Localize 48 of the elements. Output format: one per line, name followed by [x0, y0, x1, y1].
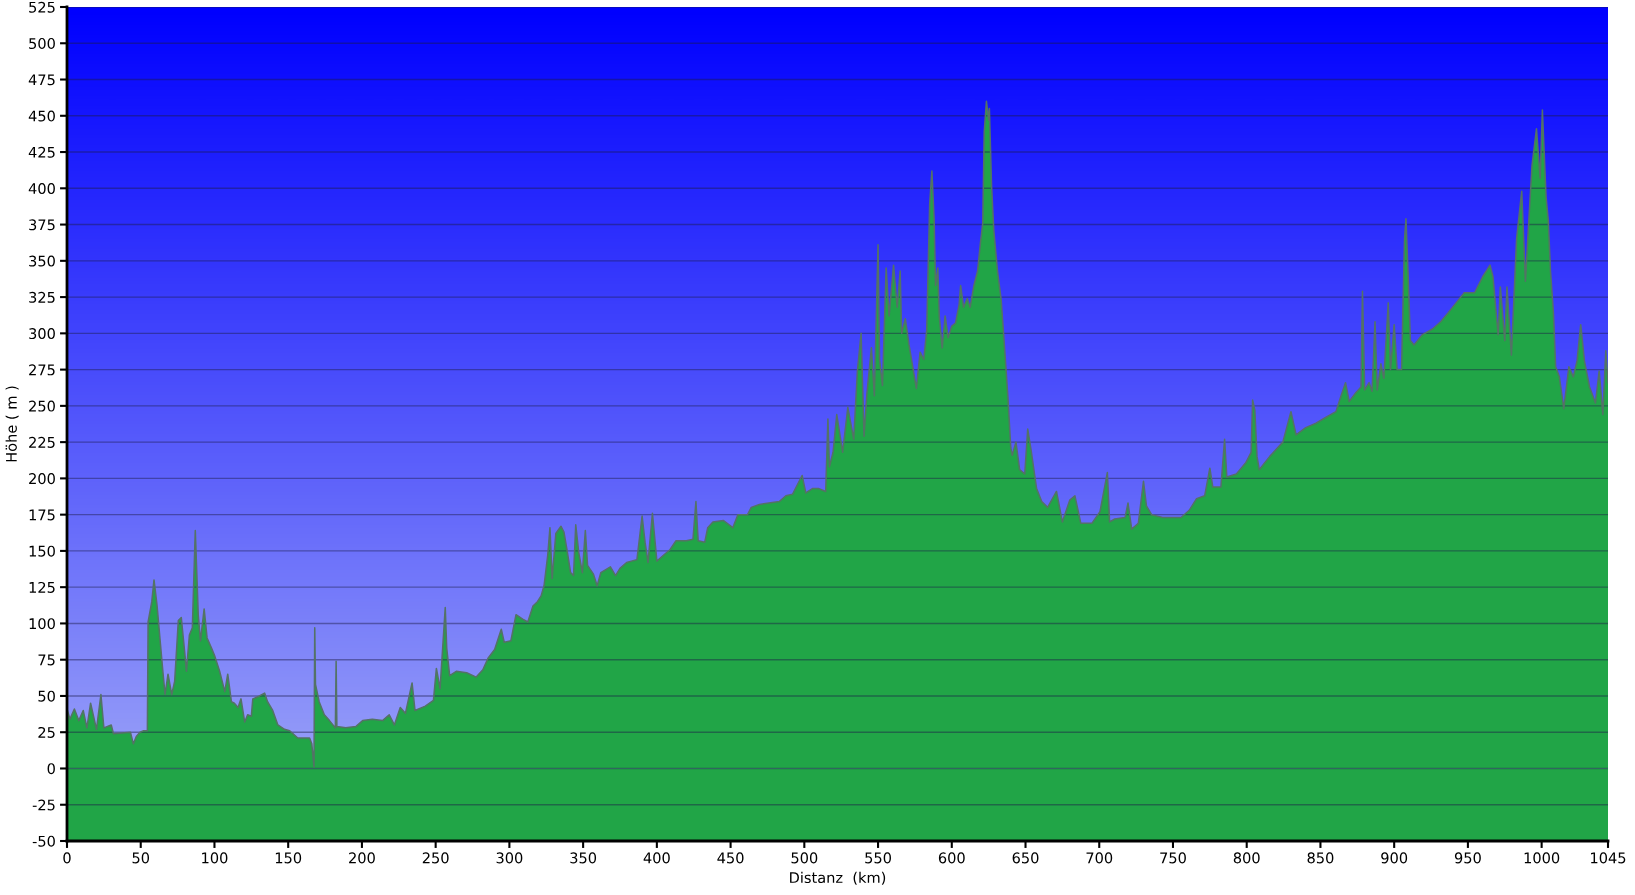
x-tick-label: 1000 — [1524, 852, 1560, 864]
x-tick-label: 350 — [570, 852, 597, 864]
y-tick-label: 25 — [38, 726, 55, 738]
x-tick-label: 850 — [1307, 852, 1334, 864]
y-tick-label: 175 — [29, 509, 55, 521]
y-tick-label: 375 — [29, 219, 55, 231]
x-tick-label: 600 — [938, 852, 965, 864]
y-tick-label: 125 — [29, 581, 55, 593]
y-tick-label: 400 — [28, 183, 55, 195]
x-tick-label: 900 — [1381, 852, 1408, 864]
x-tick-label: 150 — [275, 852, 302, 864]
x-tick-label: 300 — [496, 852, 523, 864]
x-tick-label: 800 — [1233, 852, 1260, 864]
x-axis-title: Distanz (km) — [790, 871, 886, 885]
x-tick-label: 450 — [717, 852, 744, 864]
x-tick-label: 500 — [791, 852, 818, 864]
y-tick-label: 350 — [29, 255, 55, 267]
x-tick-label: 950 — [1454, 852, 1481, 864]
x-tick-label: 100 — [202, 852, 228, 864]
x-tick-label: 400 — [643, 852, 670, 864]
x-tick-label: 650 — [1012, 852, 1039, 864]
x-tick-label: 700 — [1086, 852, 1113, 864]
y-tick-label: 100 — [29, 618, 55, 630]
y-tick-label: 525 — [29, 1, 55, 13]
y-tick-label: 450 — [28, 110, 55, 122]
y-tick-label: 75 — [38, 654, 55, 666]
y-tick-label: 250 — [29, 400, 55, 412]
x-tick-label: 750 — [1160, 852, 1186, 864]
y-tick-label: 500 — [29, 37, 55, 50]
y-tick-label: 200 — [29, 473, 55, 485]
y-tick-label: -50 — [32, 835, 55, 847]
x-tick-label: 250 — [422, 852, 449, 864]
y-tick-label: 50 — [38, 690, 55, 702]
y-axis-title: Höhe ( m ) — [5, 386, 19, 462]
y-tick-label: 150 — [29, 545, 55, 557]
y-tick-label: 475 — [28, 74, 55, 86]
y-tick-label: -25 — [32, 799, 55, 811]
x-tick-label: 200 — [349, 852, 375, 864]
x-tick-label: 50 — [132, 852, 150, 864]
x-tick-label: 0 — [63, 852, 71, 864]
y-tick-label: 425 — [28, 146, 55, 158]
x-tick-label: 550 — [865, 852, 891, 864]
x-tick-label: 1045 — [1591, 852, 1626, 864]
y-tick-label: 325 — [29, 291, 55, 303]
y-tick-label: 300 — [29, 328, 55, 340]
y-tick-label: 275 — [29, 364, 55, 376]
y-tick-label: 225 — [29, 436, 55, 448]
y-tick-label: 0 — [47, 763, 55, 775]
